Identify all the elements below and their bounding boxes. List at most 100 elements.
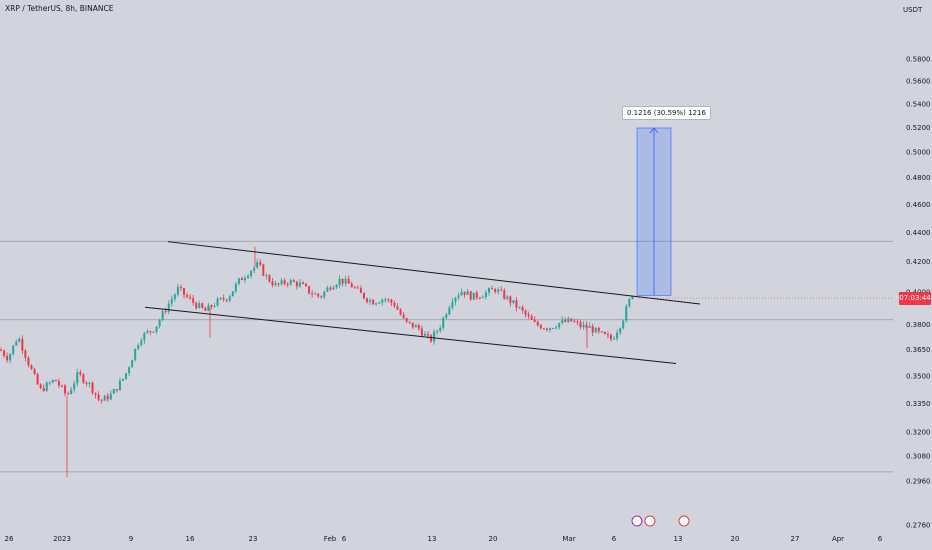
candle-body bbox=[64, 385, 67, 394]
y-tick-label: 0.4600 bbox=[906, 201, 931, 209]
candle-body bbox=[222, 298, 225, 300]
candle-body bbox=[359, 288, 362, 293]
candle-body bbox=[478, 297, 481, 299]
x-tick-label: 6 bbox=[342, 535, 347, 543]
candle-body bbox=[457, 295, 460, 298]
candle-body bbox=[335, 284, 338, 288]
candle-body bbox=[18, 338, 21, 342]
candle-body bbox=[542, 328, 545, 330]
candle-body bbox=[481, 297, 484, 299]
candle-body bbox=[213, 305, 216, 307]
candle-body bbox=[271, 281, 274, 286]
candle-body bbox=[292, 280, 295, 282]
candle-body bbox=[201, 303, 204, 308]
candle-body bbox=[67, 393, 70, 395]
y-tick-label: 0.3500 bbox=[906, 372, 931, 380]
candle-body bbox=[259, 262, 262, 265]
candle-body bbox=[253, 267, 256, 271]
candle-body bbox=[51, 379, 54, 383]
candle-body bbox=[295, 281, 298, 287]
candle-body bbox=[61, 385, 63, 387]
candle-body bbox=[497, 289, 500, 292]
y-tick-label: 0.3200 bbox=[906, 429, 931, 437]
candle-body bbox=[179, 287, 182, 289]
candle-body bbox=[561, 319, 564, 323]
candle-body bbox=[384, 299, 387, 301]
candle-body bbox=[274, 283, 277, 286]
candle-body bbox=[375, 303, 378, 305]
candle-body bbox=[298, 282, 301, 287]
x-tick-label: 9 bbox=[129, 535, 133, 543]
candle-body bbox=[118, 380, 121, 391]
y-tick-label: 0.4400 bbox=[906, 229, 931, 237]
candle-body bbox=[494, 289, 497, 292]
candle-body bbox=[207, 305, 210, 311]
candle-body bbox=[262, 264, 265, 276]
channel-trendline bbox=[144, 306, 677, 365]
candle-body bbox=[591, 326, 594, 333]
candle-body bbox=[423, 333, 426, 336]
candle-body bbox=[628, 299, 631, 307]
candle-body bbox=[454, 297, 457, 302]
candle-body bbox=[24, 350, 27, 358]
candle-body bbox=[176, 287, 179, 295]
candle-body bbox=[79, 372, 82, 375]
candle-body bbox=[250, 270, 253, 276]
candle-body bbox=[192, 298, 195, 303]
candle-body bbox=[146, 331, 149, 333]
candle-body bbox=[158, 319, 161, 327]
x-tick-label: 6 bbox=[878, 535, 883, 543]
candle-body bbox=[625, 306, 628, 321]
candle-body bbox=[399, 309, 402, 315]
candle-body bbox=[573, 321, 576, 323]
candle-body bbox=[247, 275, 250, 278]
candle-body bbox=[445, 314, 448, 318]
candle-body bbox=[567, 318, 570, 322]
candle-body bbox=[472, 292, 475, 300]
candle-body bbox=[344, 278, 347, 284]
candle-body bbox=[341, 278, 344, 284]
x-tick-label: 20 bbox=[489, 535, 498, 543]
candle-body bbox=[533, 319, 536, 322]
candle-body bbox=[616, 332, 619, 339]
candle-body bbox=[469, 291, 472, 300]
candle-body bbox=[536, 321, 539, 326]
candle-body bbox=[439, 328, 442, 331]
candle-body bbox=[372, 300, 375, 305]
channel-trendline bbox=[167, 241, 701, 305]
currency-label[interactable]: USDT bbox=[903, 6, 923, 14]
last-price-tag: 07:03:44 bbox=[899, 292, 931, 305]
candle-body bbox=[198, 303, 201, 309]
candle-body bbox=[173, 294, 176, 300]
x-tick-label: Mar bbox=[562, 535, 575, 543]
candle-body bbox=[570, 318, 573, 322]
candle-body bbox=[27, 357, 30, 366]
candle-body bbox=[54, 379, 57, 382]
candle-body bbox=[134, 348, 137, 361]
candle-body bbox=[170, 299, 173, 304]
candle-body bbox=[88, 382, 91, 384]
y-tick-label: 0.5200 bbox=[906, 124, 931, 132]
candle-body bbox=[149, 331, 152, 333]
candle-body bbox=[301, 282, 304, 284]
candle-body bbox=[289, 280, 292, 285]
candle-body bbox=[48, 382, 51, 384]
candle-body bbox=[195, 302, 198, 309]
candle-body bbox=[558, 322, 561, 328]
candle-body bbox=[613, 338, 616, 340]
candle-body bbox=[427, 333, 429, 336]
candle-body bbox=[100, 399, 103, 401]
candle-body bbox=[76, 372, 79, 384]
candle-body bbox=[9, 354, 12, 361]
y-tick-label: 0.2960 bbox=[906, 478, 931, 486]
candle-body bbox=[268, 275, 271, 282]
candle-body bbox=[30, 365, 33, 370]
candle-body bbox=[466, 291, 469, 295]
x-tick-label: Feb bbox=[324, 535, 337, 543]
x-tick-label: 2023 bbox=[53, 535, 71, 543]
candle-body bbox=[234, 283, 237, 292]
candle-body bbox=[219, 298, 222, 300]
candle-body bbox=[15, 341, 18, 346]
candle-body bbox=[106, 395, 109, 400]
